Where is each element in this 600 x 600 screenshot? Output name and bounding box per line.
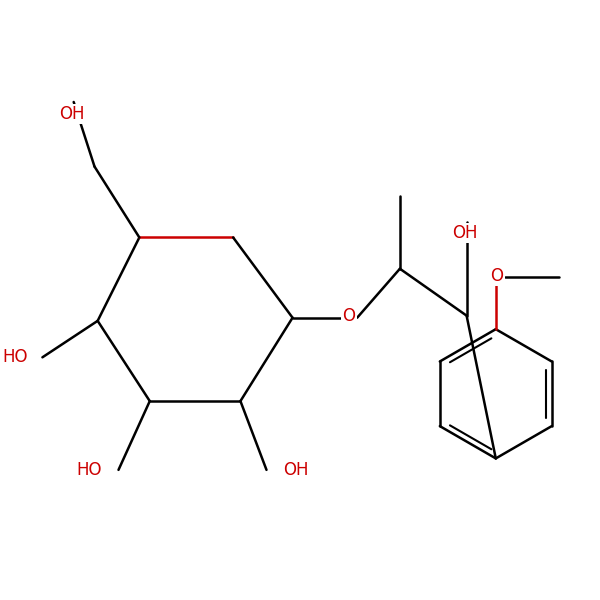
Text: HO: HO bbox=[2, 349, 28, 367]
Text: OH: OH bbox=[283, 461, 308, 479]
Text: OH: OH bbox=[59, 105, 85, 123]
Text: O: O bbox=[490, 267, 503, 285]
Text: OH: OH bbox=[452, 224, 477, 242]
Text: HO: HO bbox=[76, 461, 102, 479]
Text: O: O bbox=[343, 307, 355, 325]
